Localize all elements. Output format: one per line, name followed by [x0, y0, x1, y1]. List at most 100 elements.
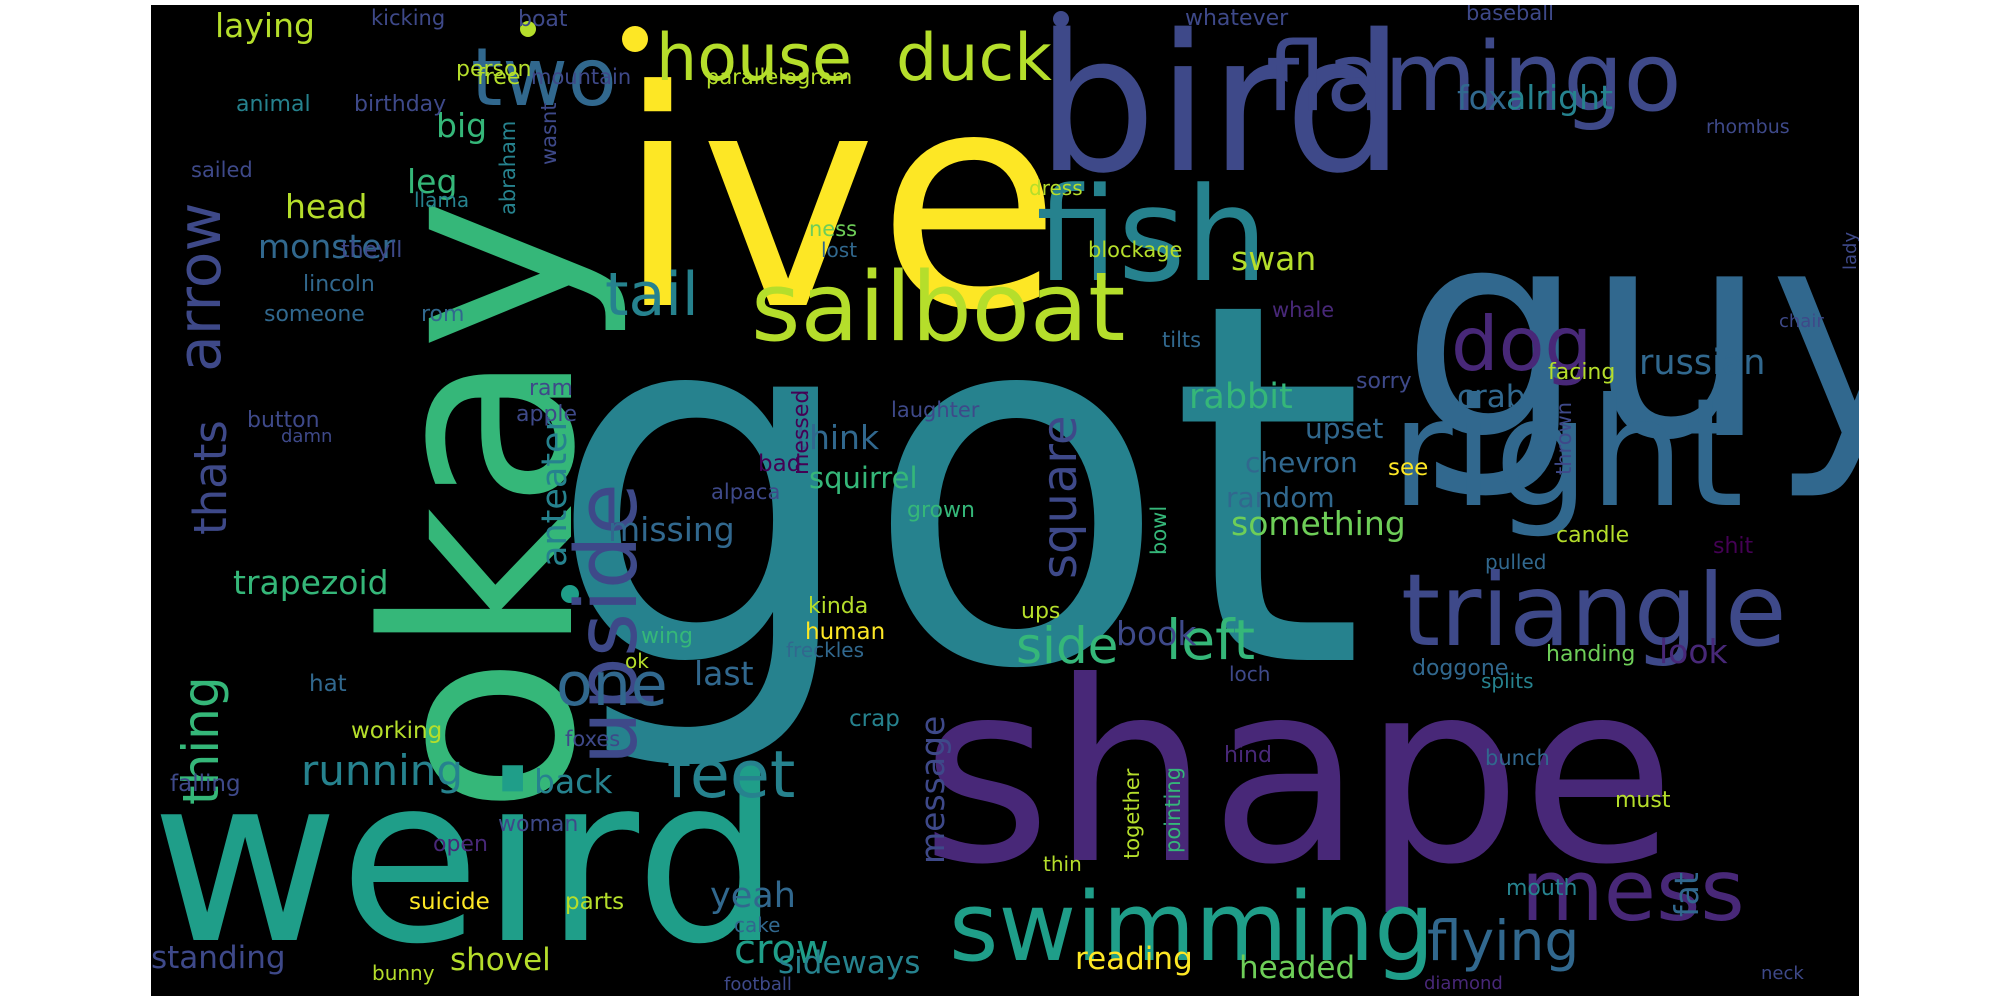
word-pointing: pointing — [1161, 767, 1185, 853]
word-ness: ness — [809, 217, 857, 241]
word-lost: lost — [821, 238, 857, 262]
word-free: free — [477, 65, 520, 90]
word-headed: headed — [1239, 950, 1355, 986]
word-abraham: abraham — [496, 121, 520, 215]
word-hat: hat — [309, 671, 347, 697]
word-loch: loch — [1229, 662, 1270, 686]
word-mountain: mountain — [531, 65, 631, 89]
word-whatever: whatever — [1185, 6, 1289, 31]
word-shit: shit — [1713, 534, 1754, 559]
word-anteater: anteater — [535, 416, 575, 567]
word-rabbit: rabbit — [1189, 377, 1293, 417]
word-random: random — [1226, 481, 1335, 514]
word-dress: dress — [1029, 176, 1083, 200]
word-fox: fox — [1457, 78, 1507, 117]
word-wing: wing — [641, 624, 693, 649]
word-two: two — [471, 31, 617, 124]
word-parallelogram: parallelogram — [706, 65, 852, 89]
word-bird: bird — [1036, 5, 1405, 215]
word-squirrel: squirrel — [809, 461, 918, 495]
word-yeah: yeah — [710, 876, 796, 916]
word-monster: monster — [258, 227, 396, 266]
word-back: back — [534, 762, 613, 801]
word-duck: duck — [896, 21, 1052, 96]
word-open: open — [433, 832, 488, 857]
decorative-dot — [520, 21, 536, 37]
word-foxes: foxes — [565, 727, 620, 751]
word-big: big — [436, 106, 487, 145]
word-sailboat: sailboat — [751, 253, 1125, 363]
word-tilts: tilts — [1162, 328, 1201, 352]
word-ive: ive — [616, 27, 1061, 376]
word-mouth: mouth — [1506, 876, 1577, 901]
word-see: see — [1388, 455, 1428, 481]
word-parts: parts — [565, 889, 624, 915]
word-crow: crow — [734, 927, 829, 973]
word-splits: splits — [1481, 669, 1534, 693]
word-candle: candle — [1556, 523, 1629, 548]
word-cake: cake — [734, 913, 780, 937]
word-whale: whale — [1272, 298, 1334, 322]
word-thing: thing — [172, 676, 230, 805]
word-sorry: sorry — [1356, 369, 1412, 394]
word-weird: weird — [151, 728, 781, 995]
word-square: square — [1032, 415, 1088, 579]
word-missing: missing — [608, 510, 735, 549]
word-lincoln: lincoln — [303, 272, 375, 297]
word-laughter: laughter — [891, 398, 980, 422]
word-kinda: kinda — [808, 594, 868, 619]
word-human: human — [805, 619, 885, 645]
word-fat: fat — [1667, 872, 1706, 917]
word-guy: guy — [1401, 167, 1859, 504]
word-handing: handing — [1546, 642, 1635, 667]
word-flying: flying — [1427, 909, 1579, 973]
word-someone: someone — [264, 302, 365, 327]
word-blockage: blockage — [1088, 238, 1182, 262]
word-running: running — [301, 746, 463, 795]
word-ram: ram — [529, 376, 573, 401]
word-last: last — [694, 654, 754, 693]
word-crap: crap — [849, 706, 900, 732]
word-bad: bad — [758, 451, 801, 477]
word-standing: standing — [151, 940, 286, 976]
word-thats: thats — [184, 420, 237, 535]
word-doggone: doggone — [1412, 656, 1508, 681]
word-trapezoid: trapezoid — [233, 563, 389, 602]
word-upset: upset — [1305, 412, 1383, 445]
word-neck: neck — [1761, 963, 1804, 984]
word-think: think — [796, 418, 880, 457]
word-chevron: chevron — [1245, 446, 1358, 479]
word-shape: shape — [921, 628, 1675, 919]
word-got: got — [546, 196, 1365, 778]
word-together: together — [1120, 768, 1144, 859]
word-messed: messed — [789, 390, 814, 475]
word-freckles: freckles — [786, 638, 864, 662]
word-flamingo: flamingo — [1266, 23, 1682, 133]
word-house: house — [656, 21, 852, 96]
word-llama: llama — [414, 188, 469, 212]
word-bunny: bunny — [372, 961, 435, 985]
word-sideways: sideways — [778, 945, 920, 981]
decorative-dot — [1053, 11, 1069, 27]
word-okay: okay — [331, 197, 633, 815]
word-lady: lady — [1840, 232, 1859, 270]
word-facing: facing — [1548, 360, 1615, 385]
word-woman: woman — [498, 812, 578, 837]
decorative-dot — [622, 26, 648, 52]
word-grown: grown — [907, 498, 975, 523]
word-damn: damn — [281, 426, 332, 447]
word-russian: russian — [1639, 343, 1765, 383]
word-button: button — [247, 408, 320, 433]
word-arrow: arrow — [165, 202, 235, 372]
word-falling: falling — [170, 771, 241, 797]
word-chair: chair — [1779, 311, 1824, 332]
word-dog: dog — [1451, 300, 1592, 388]
word-apple: apple — [516, 402, 577, 427]
word-tail: tail — [605, 260, 699, 330]
word-ok: ok — [625, 649, 649, 673]
word-animal: animal — [236, 92, 311, 117]
word-swimming: swimming — [949, 873, 1435, 983]
word-look: look — [1659, 632, 1729, 671]
word-sailed: sailed — [191, 158, 253, 182]
